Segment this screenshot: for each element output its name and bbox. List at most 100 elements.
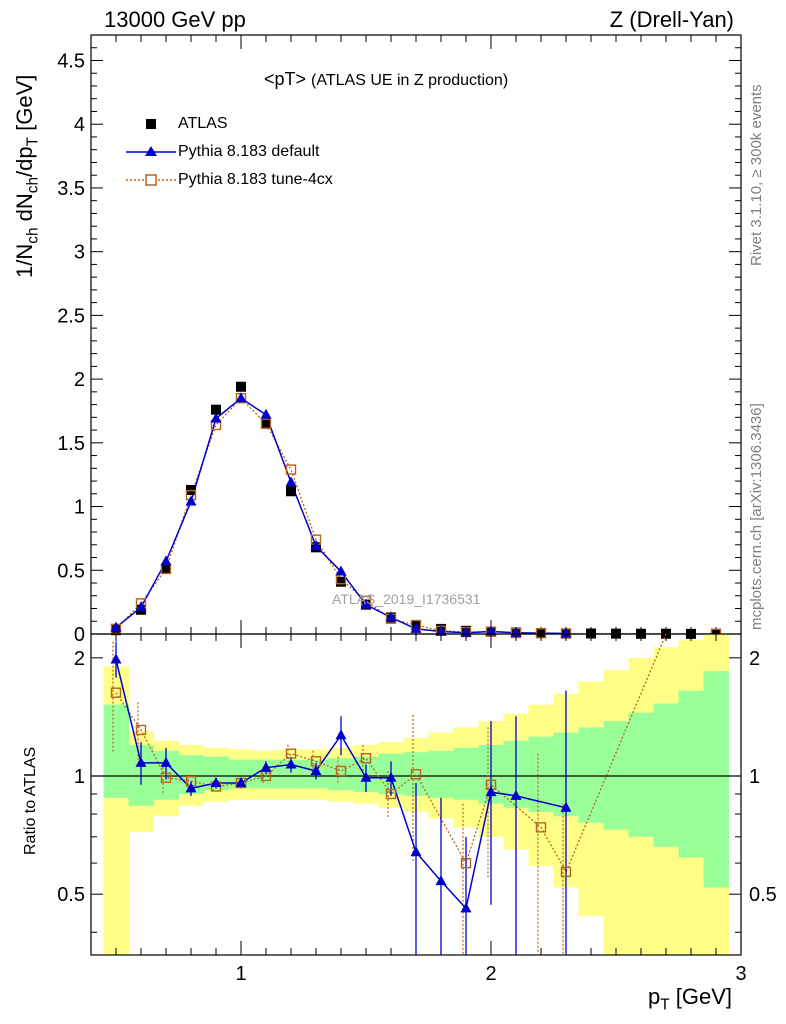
tune-point <box>285 464 297 475</box>
default-ratio-point <box>435 875 447 886</box>
ratio-panel: 1 2 3 0.5 0.5 1 1 2 2 <box>57 633 777 985</box>
stat-uncertainty-band <box>678 690 704 858</box>
legend-item-tune: Pythia 8.183 tune-4cx <box>126 166 333 194</box>
stat-uncertainty-band <box>103 704 129 798</box>
default-point <box>385 611 397 622</box>
tune-ratio-point <box>360 753 372 764</box>
plot-title-main: <pT> <box>264 69 307 89</box>
ratio-y-tick-label: 2 <box>74 648 85 670</box>
main-y-tick-label: 4 <box>74 114 85 136</box>
tune-ratio-point <box>285 748 297 759</box>
stat-uncertainty-band <box>603 721 629 830</box>
ratio-y-tick-label-right: 0.5 <box>749 884 777 906</box>
rivet-info: Rivet 3.1.10, ≥ 300k events <box>748 84 765 266</box>
stat-uncertainty-band <box>628 712 654 837</box>
main-y-tick-label: 0 <box>74 624 85 646</box>
main-y-tick-label: 1 <box>74 497 85 519</box>
default-ratio-point <box>335 729 347 740</box>
atlas-point <box>211 404 221 415</box>
default-ratio-point <box>485 786 497 797</box>
main-y-tick-label: 4.5 <box>57 50 85 72</box>
tune-ratio-line <box>115 633 667 874</box>
default-ratio-point <box>385 771 397 782</box>
legend-item-default: Pythia 8.183 default <box>126 138 333 166</box>
default-point <box>160 555 172 566</box>
tune-ratio-point <box>335 765 347 777</box>
default-point <box>210 412 222 423</box>
default-point <box>135 601 147 612</box>
atlas-point <box>261 418 271 429</box>
default-ratio-point <box>560 801 572 812</box>
tune-ratio-point <box>460 857 472 869</box>
default-ratio-point <box>260 761 272 772</box>
main-y-tick-label: 2 <box>74 369 85 391</box>
main-panel: 0 0.5 1 1.5 2 2.5 3 3.5 4 4.5 <box>57 34 742 646</box>
default-point <box>360 598 372 609</box>
main-y-tick-label: 0.5 <box>57 560 85 582</box>
main-y-tick-label: 3 <box>74 242 85 264</box>
atlas-point <box>336 576 346 587</box>
default-point <box>410 622 422 633</box>
default-ratio-point <box>160 756 172 767</box>
default-ratio-point <box>210 776 222 787</box>
default-point <box>485 625 497 636</box>
main-y-tick-label: 1.5 <box>57 433 85 455</box>
tune-series-line <box>115 397 717 635</box>
stat-uncertainty-band <box>328 758 354 791</box>
x-tick-label: 3 <box>735 963 746 985</box>
header-left: 13000 GeV pp <box>104 7 246 32</box>
ratio-y-axis-label: Ratio to ATLAS <box>22 746 39 855</box>
legend-triangle-line-icon <box>126 142 178 162</box>
mcplots-info: mcplots.cern.ch [arXiv:1306.3436] <box>748 403 765 630</box>
default-ratio-point <box>235 776 247 787</box>
stat-uncertainty-band <box>703 671 729 888</box>
tune-ratio-point <box>535 822 547 833</box>
main-y-tick-label: 2.5 <box>57 305 85 327</box>
atlas-point <box>536 627 546 638</box>
default-ratio-point <box>510 789 522 800</box>
analysis-watermark: ATLAS_2019_I1736531 <box>332 591 481 607</box>
default-ratio-point <box>360 771 372 782</box>
default-point <box>435 625 447 636</box>
ratio-y-tick-label: 1 <box>74 766 85 788</box>
default-ratio-point <box>285 758 297 769</box>
default-ratio-point <box>460 902 472 913</box>
x-tick-label: 1 <box>235 963 246 985</box>
stat-uncertainty-band <box>528 736 554 812</box>
default-ratio-point <box>110 653 122 664</box>
x-tick-label: 2 <box>485 963 496 985</box>
default-point <box>185 495 197 506</box>
default-point <box>110 621 122 632</box>
main-y-axis-label: 1/Nch dNch/dpT [GeV] <box>12 74 42 278</box>
default-point <box>285 476 297 487</box>
stat-uncertainty-band <box>653 703 679 847</box>
default-ratio-point <box>185 782 197 793</box>
legend-square-marker-icon <box>126 114 178 134</box>
tune-point <box>260 418 272 429</box>
atlas-point <box>286 486 296 497</box>
legend-open-square-dotted-icon <box>126 170 178 190</box>
default-point <box>260 408 272 419</box>
x-axis-label: pT [GeV] <box>648 984 733 1014</box>
main-y-tick-label: 3.5 <box>57 178 85 200</box>
default-point <box>560 627 572 638</box>
tune-ratio-point <box>560 866 572 878</box>
legend-label-default: Pythia 8.183 default <box>178 143 320 160</box>
plot-title: <pT> (ATLAS UE in Z production) <box>264 69 508 90</box>
tune-ratio-point <box>385 788 397 800</box>
tune-ratio-point <box>160 772 172 783</box>
default-point <box>235 392 247 403</box>
legend: ATLAS Pythia 8.183 default Pythia 8.183 … <box>126 110 333 194</box>
tune-ratio-point <box>110 687 122 698</box>
tune-ratio-point <box>135 724 147 736</box>
ratio-y-tick-label: 0.5 <box>57 884 85 906</box>
default-point <box>335 565 347 576</box>
stat-uncertainty-band <box>578 727 604 823</box>
stat-uncertainty-band <box>428 750 454 798</box>
legend-item-atlas: ATLAS <box>126 110 333 138</box>
ratio-y-tick-label-right: 1 <box>749 766 760 788</box>
ratio-y-tick-label-right: 2 <box>749 648 760 670</box>
legend-label-atlas: ATLAS <box>178 115 228 132</box>
header-right: Z (Drell-Yan) <box>609 7 734 32</box>
